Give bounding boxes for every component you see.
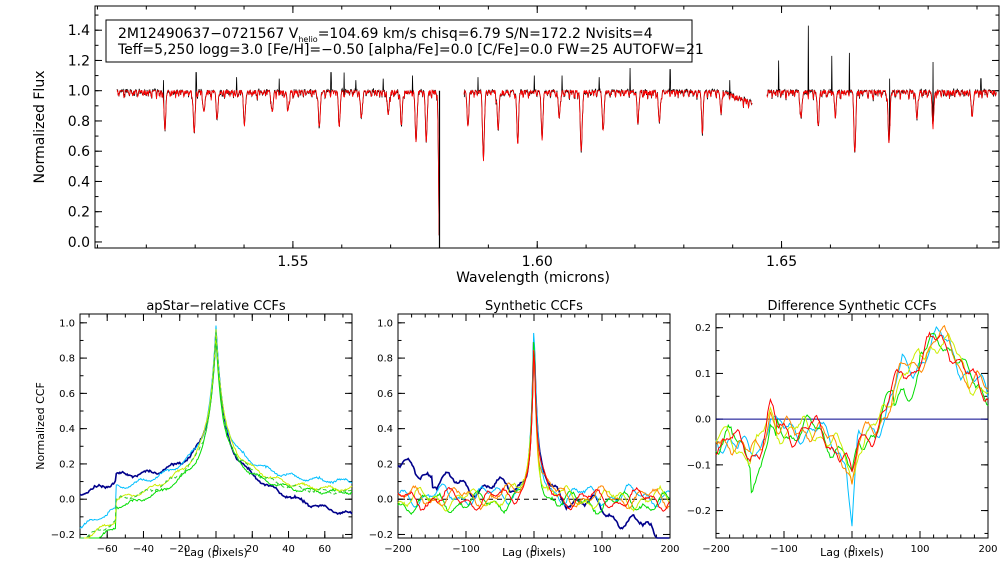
apstar-ccf-x-tick-label: −20	[169, 544, 190, 555]
synthetic-ccf-x-tick-label: −200	[384, 544, 411, 555]
apstar-ccf-x-tick-label: 60	[318, 544, 331, 555]
spectrum-y-tick-label: 0.6	[68, 144, 90, 160]
synthetic-ccf-y-tick-label: 0.8	[377, 354, 393, 365]
spectrum-frame	[94, 5, 1000, 249]
spectrum-ticks: 1.55 1.60 1.65 0.0 0.2 0.4 0.6 0.8 1.0 1.2 1.4	[68, 6, 999, 270]
difference-ccf-y-tick-label: 0.1	[695, 369, 711, 380]
apstar-ccf-y-tick-label: 0.0	[59, 495, 75, 506]
apstar-ccf-visit-2-line	[79, 325, 353, 529]
difference-ccf-y-tick-label: 0.0	[695, 415, 711, 426]
apstar-ccf-y-label: Normalized CCF	[34, 382, 47, 470]
apstar-ccf-x-tick-label: 20	[246, 544, 259, 555]
info-line-1-prefix: 2M12490637−0721567 V	[118, 26, 299, 42]
difference-ccf-visit-4-line	[715, 332, 989, 484]
spectrum-y-label: Normalized Flux	[32, 71, 48, 184]
apstar-ccf-visit-1-line	[79, 331, 353, 516]
apstar-ccf-y-tick-label: −0.2	[51, 530, 75, 541]
difference-ccf-y-tick-label: −0.1	[687, 460, 711, 471]
spectrum-y-tick-label: 0.0	[68, 235, 90, 251]
synthetic-ccf-title: Synthetic CCFs	[485, 299, 583, 314]
spectrum-y-tick-label: 1.4	[68, 23, 90, 39]
spectrum-y-tick-label: 0.4	[68, 174, 90, 190]
apstar-ccf-y-tick-label: 1.0	[59, 318, 75, 329]
difference-ccf-title: Difference Synthetic CCFs	[767, 299, 936, 314]
spectrum-y-tick-label: 1.0	[68, 84, 90, 100]
apstar-ccf-y-tick-label: 0.6	[59, 389, 75, 400]
spectrum-y-tick-label: 1.2	[68, 53, 90, 69]
observed-spectrum-line	[463, 68, 753, 161]
synthetic-ccf-panel: −200 −100 0 100 200 −0.2 0.0 0.2 0.4 0.6 0.8 1.0 Sy…	[369, 299, 680, 559]
apstar-ccf-lines	[79, 325, 353, 539]
synthetic-ccf-y-tick-label: 0.0	[377, 495, 393, 506]
difference-ccf-visit-2-line	[715, 325, 989, 527]
spectrum-x-label: Wavelength (microns)	[456, 270, 610, 286]
synthetic-ccf-visit-4-line	[397, 349, 670, 512]
synthetic-ccf-x-tick-label: 200	[660, 544, 679, 555]
apstar-ccf-y-tick-label: 0.4	[59, 424, 75, 435]
info-line-2: Teff=5,250 logg=3.0 [Fe/H]=−0.50 [alpha/…	[117, 42, 704, 58]
apstar-ccf-x-label: Lag (pixels)	[184, 546, 248, 559]
synthetic-ccf-y-tick-label: 0.2	[377, 459, 393, 470]
apstar-ccf-x-tick-label: 40	[282, 544, 295, 555]
apstar-ccf-visit-4-line	[80, 329, 353, 539]
model-spectrum-line	[463, 89, 753, 162]
spectrum-y-tick-label: 0.2	[68, 205, 90, 221]
synthetic-ccf-x-tick-label: 0	[531, 544, 537, 555]
model-spectrum-line	[116, 89, 440, 236]
apstar-ccf-combined-line	[80, 332, 353, 539]
synthetic-ccf-lines	[397, 332, 670, 539]
difference-ccf-ticks: −200 −100 0 100 200 −0.2 −0.1 0.0 0.1 0.2	[687, 314, 998, 555]
synthetic-ccf-y-tick-label: 0.4	[377, 424, 393, 435]
difference-ccf-x-tick-label: 0	[849, 544, 855, 555]
model-spectrum-line	[766, 89, 997, 152]
synthetic-ccf-visit-6-line	[397, 350, 670, 512]
difference-ccf-y-tick-label: 0.2	[695, 323, 711, 334]
spectrum-lines	[116, 25, 997, 248]
synthetic-ccf-ticks: −200 −100 0 100 200 −0.2 0.0 0.2 0.4 0.6 0.8 1.0	[369, 314, 680, 555]
synthetic-ccf-y-tick-label: 1.0	[377, 318, 393, 329]
difference-ccf-y-tick-label: −0.2	[687, 506, 711, 517]
spectrum-x-tick-label: 1.55	[277, 254, 308, 270]
apstar-ccf-ticks: −60 −40 −20 0 20 40 60 −0.2 0.0 0.2 0.4 0.6 0.8 1.0	[51, 314, 352, 555]
synthetic-ccf-x-tick-label: −100	[452, 544, 479, 555]
apstar-ccf-y-tick-label: 0.8	[59, 354, 75, 365]
apstar-ccf-frame	[79, 313, 353, 539]
apstar-ccf-x-tick-label: 0	[213, 544, 219, 555]
spectrum-y-tick-label: 0.8	[68, 114, 90, 130]
synthetic-ccf-x-label: Lag (pixels)	[502, 546, 566, 559]
info-line-1-rest: =104.69 km/s chisq=6.79 S/N=172.2 Nvisit…	[318, 26, 653, 42]
difference-ccf-x-tick-label: 200	[978, 544, 997, 555]
info-line-1: 2M12490637−0721567 Vhelio=104.69 km/s ch…	[118, 26, 653, 44]
apstar-ccf-x-tick-label: −40	[133, 544, 154, 555]
difference-ccf-lines	[715, 324, 989, 527]
info-helio-subscript: helio	[298, 35, 317, 44]
apstar-ccf-x-tick-label: −60	[97, 544, 118, 555]
difference-ccf-x-tick-label: −100	[770, 544, 797, 555]
synthetic-ccf-x-tick-label: 100	[592, 544, 611, 555]
spectrum-panel: 1.55 1.60 1.65 0.0 0.2 0.4 0.6 0.8 1.0 1.2 1.4 2M1…	[32, 5, 1000, 286]
synthetic-ccf-y-tick-label: −0.2	[369, 530, 393, 541]
difference-ccf-x-tick-label: −200	[702, 544, 729, 555]
synthetic-ccf-visit-3-line	[397, 342, 670, 515]
difference-ccf-visit-5-line	[715, 324, 989, 485]
difference-ccf-x-tick-label: 100	[910, 544, 929, 555]
observed-spectrum-line	[766, 25, 997, 153]
difference-ccf-visit-3-line	[715, 332, 989, 494]
spectrum-x-tick-label: 1.65	[766, 254, 797, 270]
apstar-ccf-y-tick-label: 0.2	[59, 459, 75, 470]
info-box	[105, 19, 693, 63]
spectrum-x-tick-label: 1.60	[522, 254, 553, 270]
apstar-ccf-panel: −60 −40 −20 0 20 40 60 −0.2 0.0 0.2 0.4 0.6 0.8 1.0 a…	[34, 299, 353, 559]
difference-ccf-x-label: Lag (pixels)	[820, 546, 884, 559]
synthetic-ccf-y-tick-label: 0.6	[377, 389, 393, 400]
difference-ccf-visit-6-line	[715, 331, 989, 472]
difference-ccf-panel: −200 −100 0 100 200 −0.2 −0.1 0.0 0.1 0.2 Differe…	[687, 299, 998, 559]
apstar-ccf-title: apStar−relative CCFs	[146, 299, 286, 314]
